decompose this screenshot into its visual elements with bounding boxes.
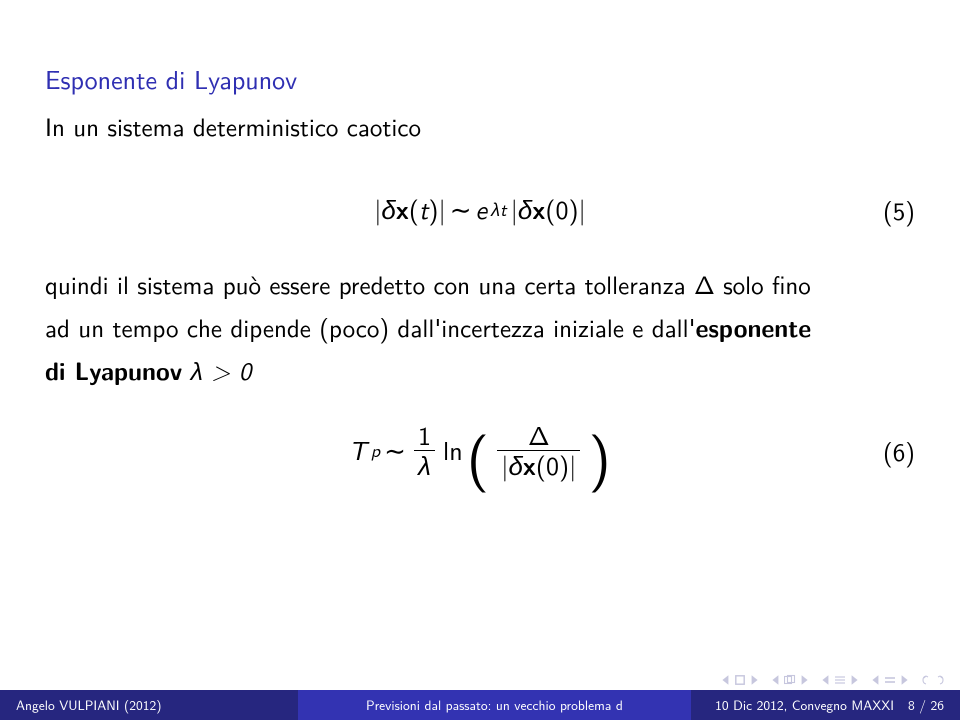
eq5-rhs-tail: |δx(0)| xyxy=(511,190,586,228)
nav-back-icon xyxy=(920,674,932,686)
nav-sec-next-icon xyxy=(898,674,910,686)
nav-symbols xyxy=(720,674,946,686)
eq6-frac2-den: |δx(0)| xyxy=(497,450,580,480)
footer-author: Angelo VULPIANI (2012) xyxy=(0,690,298,720)
equation-5-number: (5) xyxy=(883,191,915,228)
body-line-2-bold: esponente xyxy=(696,310,812,345)
eq6-rparen: ) xyxy=(588,428,611,480)
nav-slide-icon xyxy=(734,674,746,686)
nav-sub-prev-icon xyxy=(820,674,832,686)
eq5-e: e xyxy=(476,190,488,228)
body-line-2-plain: ad un tempo che dipende (poco) dall'ince… xyxy=(45,308,696,345)
eq6-tilde: ∼ xyxy=(384,431,406,469)
eq6-T: T xyxy=(349,431,367,469)
nav-slide-group[interactable] xyxy=(720,674,760,686)
nav-frame-group[interactable] xyxy=(770,674,810,686)
nav-frame-prev-icon xyxy=(770,674,782,686)
slide-heading: Esponente di Lyapunov xyxy=(45,60,915,98)
footer-title: Previsioni dal passato: un vecchio probl… xyxy=(298,690,692,720)
nav-next-icon xyxy=(748,674,760,686)
eq6-ln: ln xyxy=(443,431,463,469)
equation-5-body: |δx(t)| ∼ eλt |δx(0)| xyxy=(374,190,586,228)
nav-prev-icon xyxy=(720,674,732,686)
eq6-frac1: 1 λ xyxy=(414,421,435,479)
nav-subsection-group[interactable] xyxy=(820,674,860,686)
body-line-3-tail: λ > 0 xyxy=(182,351,251,388)
nav-section-group[interactable] xyxy=(870,674,910,686)
body-line-3: di Lyapunov λ > 0 xyxy=(45,352,915,389)
nav-sub-next-icon xyxy=(848,674,860,686)
eq6-lparen: ( xyxy=(467,428,490,480)
equation-6-body: Tp ∼ 1 λ ln ( Δ |δx(0)| ) xyxy=(349,421,611,479)
equation-6-number: (6) xyxy=(883,432,915,469)
body-line-1: quindi il sistema può essere predetto co… xyxy=(45,266,915,302)
content-area: Esponente di Lyapunov In un sistema dete… xyxy=(45,60,915,507)
equation-5: |δx(t)| ∼ eλt |δx(0)| (5) xyxy=(45,174,915,244)
intro-line: In un sistema deterministico caotico xyxy=(45,108,915,144)
footer-page: 8 / 26 xyxy=(908,695,944,715)
body-line-2: ad un tempo che dipende (poco) dall'ince… xyxy=(45,309,915,346)
footer-date: 10 Dic 2012, Convegno MAXXI xyxy=(715,695,894,715)
footer: Angelo VULPIANI (2012) Previsioni dal pa… xyxy=(0,690,960,720)
nav-sub-icon xyxy=(834,674,846,686)
slide: Esponente di Lyapunov In un sistema dete… xyxy=(0,0,960,720)
nav-forward-icon xyxy=(934,674,946,686)
nav-frame-next-icon xyxy=(798,674,810,686)
footer-right: 10 Dic 2012, Convegno MAXXI 8 / 26 xyxy=(691,690,960,720)
nav-sec-icon xyxy=(884,674,896,686)
body-line-3-bold: di Lyapunov xyxy=(45,353,182,388)
nav-sec-prev-icon xyxy=(870,674,882,686)
equation-6: Tp ∼ 1 λ ln ( Δ |δx(0)| ) (6) xyxy=(45,415,915,485)
nav-frame-icon xyxy=(784,674,796,686)
nav-appendix-group[interactable] xyxy=(920,674,946,686)
eq6-frac2: Δ |δx(0)| xyxy=(497,421,580,479)
eq5-tilde: ∼ xyxy=(450,190,472,228)
eq6-frac1-den: λ xyxy=(414,450,435,480)
eq5-lhs: |δx(t)| xyxy=(374,190,446,228)
